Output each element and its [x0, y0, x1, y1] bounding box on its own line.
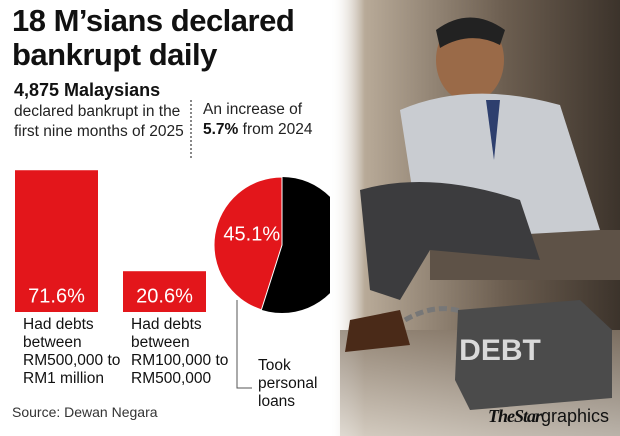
stat-highlight: 5.7% [203, 121, 239, 138]
stat-text: from 2024 [242, 121, 313, 138]
debt-block [455, 300, 612, 410]
category-label: Had debts between RM100,000 to RM500,000 [131, 316, 229, 387]
value-label: 20.6% [136, 285, 193, 307]
bar [123, 271, 206, 312]
shoe [345, 310, 410, 352]
stat-highlight: 4,875 Malaysians [14, 80, 161, 100]
stat-text: An increase of [203, 101, 303, 118]
category-label: Took personal loans [258, 357, 318, 410]
chart: 71.6% 20.6% 45.1% [15, 170, 330, 389]
leader-line [236, 300, 252, 389]
brand-name: TheStar [488, 406, 542, 426]
category-label: Had debts between RM500,000 to RM1 milli… [23, 316, 121, 387]
stat-text: declared bankrupt in the first nine mont… [14, 103, 184, 140]
divider [190, 100, 192, 158]
brand: TheStargraphics [488, 406, 609, 427]
pie-slice [213, 176, 283, 311]
hair [436, 17, 505, 48]
brand-suffix: graphics [541, 406, 610, 426]
tie [486, 100, 500, 160]
source: Source: Dewan Negara [12, 404, 158, 420]
block-text: DEBT [459, 334, 541, 367]
value-label: 45.1% [223, 224, 280, 246]
title: 18 M’sians declared bankrupt daily [12, 3, 295, 72]
stat: An increase of 5.7% from 2024 [203, 100, 323, 140]
stat: 4,875 Malaysians declared bankrupt in the… [14, 80, 194, 142]
bar [15, 170, 98, 312]
trousers [360, 182, 540, 300]
value-label: 71.6% [28, 285, 85, 307]
